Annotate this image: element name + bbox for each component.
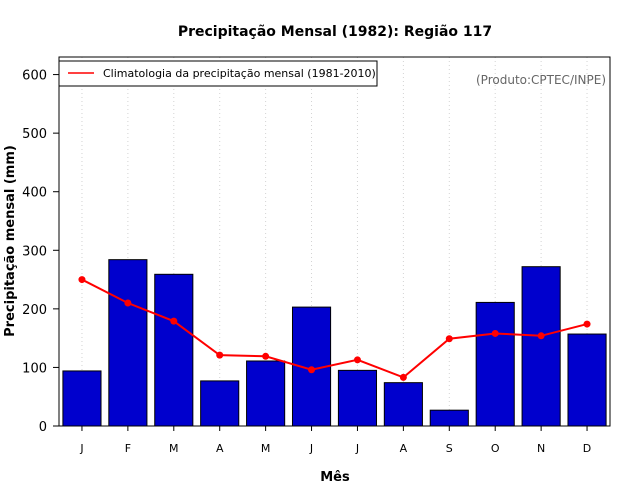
climatology-point-2 — [124, 299, 132, 307]
bar-1 — [62, 370, 102, 427]
x-tick-label: D — [583, 442, 591, 455]
x-tick-label: O — [491, 442, 500, 455]
x-tick-label: F — [125, 442, 131, 455]
bar-5 — [246, 360, 286, 427]
legend-box — [58, 60, 378, 87]
legend: Climatologia da precipitação mensal (198… — [58, 60, 378, 87]
bar-2 — [108, 259, 148, 427]
x-tick-label: J — [79, 442, 83, 455]
line-layer — [78, 276, 591, 381]
legend-entry-climatology: Climatologia da precipitação mensal (198… — [103, 67, 376, 80]
x-tick-label: M — [261, 442, 271, 455]
y-tick-label: 400 — [22, 186, 47, 201]
bar-10 — [475, 301, 515, 427]
y-tick-label: 200 — [22, 303, 47, 318]
climatology-point-12 — [583, 320, 591, 328]
climatology-point-4 — [216, 351, 224, 359]
grid-layer — [81, 57, 588, 426]
bar-11 — [521, 266, 561, 427]
x-tick-label: S — [446, 442, 453, 455]
bar-12 — [567, 333, 607, 427]
climatology-line — [81, 278, 588, 379]
climatology-point-11 — [537, 332, 545, 340]
x-tick-label: N — [537, 442, 545, 455]
y-tick-label: 500 — [22, 127, 47, 142]
y-tick-label: 0 — [39, 420, 47, 435]
bar-4 — [200, 380, 240, 427]
y-tick-label: 600 — [22, 69, 47, 84]
chart-title: Precipitação Mensal (1982): Região 117 — [178, 24, 492, 40]
climatology-point-9 — [445, 335, 453, 343]
x-tick-label: J — [355, 442, 359, 455]
y-axis-label: Precipitação mensal (mm) — [3, 145, 18, 337]
source-annotation: (Produto:CPTEC/INPE) — [476, 73, 606, 87]
climatology-point-10 — [491, 329, 499, 337]
plot-frame — [58, 56, 611, 427]
climatology-point-8 — [399, 373, 407, 381]
axis-layer: 0 100 200 300 400 500 600 J F M A M J J A S O N D — [22, 69, 591, 455]
x-tick-label: A — [216, 442, 224, 455]
climatology-point-6 — [308, 366, 316, 374]
climatology-point-7 — [353, 356, 361, 364]
x-axis-label: Mês — [320, 470, 350, 485]
y-tick-label: 100 — [22, 361, 47, 376]
climatology-point-3 — [170, 317, 178, 325]
bar-layer — [62, 259, 607, 427]
bar-9 — [429, 409, 469, 427]
y-tick-label: 300 — [22, 244, 47, 259]
climatology-point-5 — [262, 352, 270, 360]
bar-3 — [154, 273, 194, 427]
bar-7 — [337, 369, 378, 427]
x-tick-label: A — [400, 442, 408, 455]
x-tick-label: J — [309, 442, 313, 455]
x-tick-label: M — [169, 442, 179, 455]
climatology-point-1 — [78, 276, 86, 284]
bar-8 — [383, 382, 423, 427]
